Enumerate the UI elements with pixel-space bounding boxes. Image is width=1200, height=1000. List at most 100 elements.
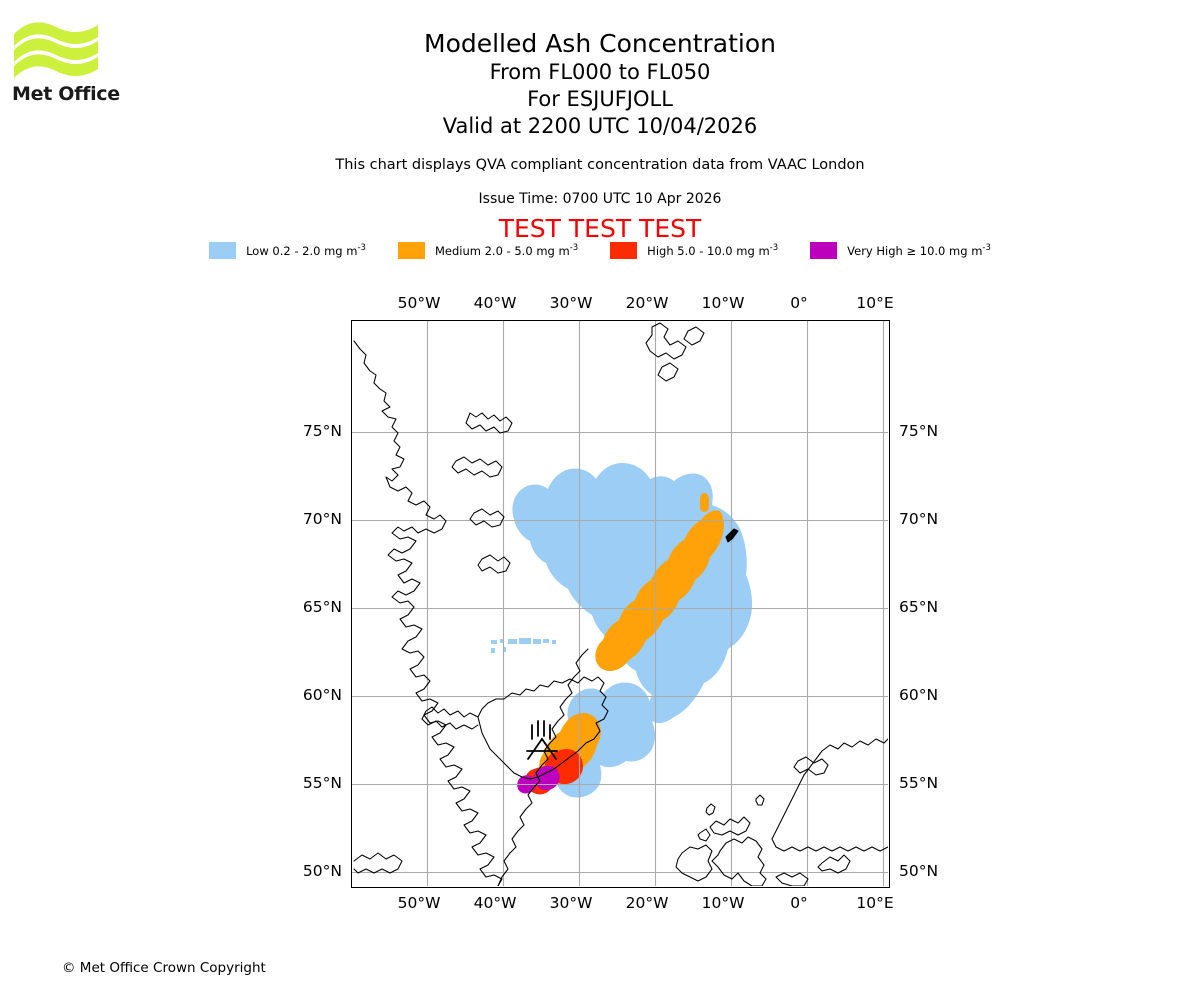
ash-scattered-cells-low <box>491 638 556 653</box>
legend-medium-unit: mg m <box>536 243 570 258</box>
concentration-legend: Low 0.2 - 2.0 mg m-3 Medium 2.0 - 5.0 mg… <box>0 242 1200 259</box>
legend-label-high: High 5.0 - 10.0 mg m-3 <box>647 243 778 258</box>
legend-very-high-prefix: Very High <box>847 243 903 258</box>
coastline-baffin <box>353 852 403 874</box>
coastline-svalbard-3 <box>657 362 679 382</box>
coastline-greenland-fjords-3 <box>469 508 505 528</box>
lon-label-bottom-40w: 40°W <box>473 894 517 912</box>
coastline-greenland-fjords-2 <box>451 456 503 478</box>
met-office-waves-logo <box>14 22 98 78</box>
legend-swatch-low <box>209 242 237 259</box>
legend-very-high-range: ≥ 10.0 <box>906 243 946 258</box>
met-office-logo: Met Office <box>12 20 132 115</box>
legend-very-high-exp: -3 <box>982 243 991 254</box>
lon-label-bottom-50w: 50°W <box>397 894 441 912</box>
issue-time-caption: Issue Time: 0700 UTC 10 Apr 2026 <box>478 191 722 207</box>
coastline-greenland-fjords <box>465 412 513 434</box>
lat-label-left-55n: 55°N <box>302 774 342 792</box>
legend-label-medium: Medium 2.0 - 5.0 mg m-3 <box>435 243 578 258</box>
ash-area-medium-fragment-2 <box>700 493 709 512</box>
coastline-svalbard-2 <box>683 326 705 346</box>
coastline-great-britain <box>711 836 767 886</box>
lat-label-left-65n: 65°N <box>302 598 342 616</box>
legend-high-exp: -3 <box>769 243 779 254</box>
legend-medium-range: 2.0 - 5.0 <box>484 243 533 258</box>
coastline-scotland-highlands <box>709 816 751 836</box>
lon-label-top-20w: 20°W <box>625 294 669 312</box>
legend-low-prefix: Low <box>246 243 269 258</box>
ash-plume-layer <box>491 463 753 798</box>
map-gridlines <box>352 321 888 886</box>
legend-item-medium: Medium 2.0 - 5.0 mg m-3 <box>397 242 578 259</box>
map-frame <box>351 320 890 888</box>
qva-caption: This chart displays QVA compliant concen… <box>335 157 865 173</box>
title-flight-levels: From FL000 to FL050 <box>489 60 711 84</box>
coastlines <box>353 322 888 886</box>
coastline-greenland-west <box>497 648 589 886</box>
coastline-iceland-westfjords <box>421 706 479 730</box>
legend-low-exp: -3 <box>357 243 366 254</box>
legend-very-high-unit: mg m <box>949 243 983 258</box>
chart-title-block: Modelled Ash Concentration From FL000 to… <box>0 28 1200 140</box>
lon-label-bottom-0: 0° <box>790 894 808 912</box>
lon-label-bottom-20w: 20°W <box>625 894 669 912</box>
legend-high-prefix: High <box>647 243 674 258</box>
coastline-hebrides <box>697 828 711 842</box>
coastline-greenland-east <box>353 340 503 886</box>
ash-area-medium-fragment <box>643 613 653 623</box>
coastline-greenland-fjords-4 <box>477 554 511 574</box>
lat-label-right-60n: 60°N <box>899 686 939 704</box>
lon-label-bottom-10w: 10°W <box>701 894 745 912</box>
legend-item-very-high: Very High ≥ 10.0 mg m-3 <box>810 242 991 259</box>
map-canvas <box>352 321 888 886</box>
ash-area-medium <box>595 510 724 671</box>
lat-label-left-70n: 70°N <box>302 510 342 528</box>
ash-concentration-map <box>351 320 890 888</box>
legend-swatch-high <box>610 242 638 259</box>
legend-swatch-medium <box>397 242 425 259</box>
legend-medium-exp: -3 <box>569 243 579 254</box>
lon-label-top-30w: 30°W <box>549 294 593 312</box>
ash-area-very-high <box>534 765 560 790</box>
coastline-norway <box>771 738 888 852</box>
coastline-denmark <box>817 854 851 874</box>
lon-label-bottom-10e: 10°E <box>856 894 894 912</box>
lat-label-left-75n: 75°N <box>302 422 342 440</box>
coastline-svalbard <box>645 322 687 360</box>
lat-label-left-60n: 60°N <box>302 686 342 704</box>
title-valid-time: Valid at 2200 UTC 10/04/2026 <box>442 114 758 138</box>
coastline-iceland <box>477 676 609 780</box>
coastline-netherlands <box>775 872 809 886</box>
legend-high-unit: mg m <box>736 243 770 258</box>
test-banner: TEST TEST TEST <box>498 214 702 243</box>
lat-label-right-55n: 55°N <box>899 774 939 792</box>
lat-label-right-65n: 65°N <box>899 598 939 616</box>
lat-label-right-50n: 50°N <box>899 862 939 880</box>
coastline-ireland <box>675 844 713 882</box>
coastline-faroe-islands <box>705 803 716 816</box>
coastline-norway-fjords <box>793 756 829 776</box>
lat-label-right-70n: 70°N <box>899 510 939 528</box>
footer-copyright: © Met Office Crown Copyright <box>62 960 266 976</box>
lon-label-top-0: 0° <box>790 294 808 312</box>
legend-low-unit: mg m <box>324 243 358 258</box>
legend-label-low: Low 0.2 - 2.0 mg m-3 <box>246 243 366 258</box>
legend-medium-prefix: Medium <box>434 243 481 258</box>
legend-item-low: Low 0.2 - 2.0 mg m-3 <box>209 242 366 259</box>
met-office-wordmark: Met Office <box>12 83 120 105</box>
legend-swatch-very-high <box>810 242 838 259</box>
legend-label-very-high: Very High ≥ 10.0 mg m-3 <box>847 243 991 258</box>
lon-label-top-50w: 50°W <box>397 294 441 312</box>
page-title: Modelled Ash Concentration <box>424 29 776 58</box>
lat-label-right-75n: 75°N <box>899 422 939 440</box>
lon-label-bottom-30w: 30°W <box>549 894 593 912</box>
coastline-shetland <box>755 794 765 806</box>
lon-label-top-10e: 10°E <box>856 294 894 312</box>
legend-item-high: High 5.0 - 10.0 mg m-3 <box>610 242 778 259</box>
lat-label-left-50n: 50°N <box>302 862 342 880</box>
volcano-marker-icon <box>526 720 558 760</box>
title-volcano-name: For ESJUFJOLL <box>527 87 673 111</box>
lon-label-top-10w: 10°W <box>701 294 745 312</box>
coastline-jan-mayen <box>725 528 739 543</box>
legend-high-range: 5.0 - 10.0 <box>677 243 733 258</box>
